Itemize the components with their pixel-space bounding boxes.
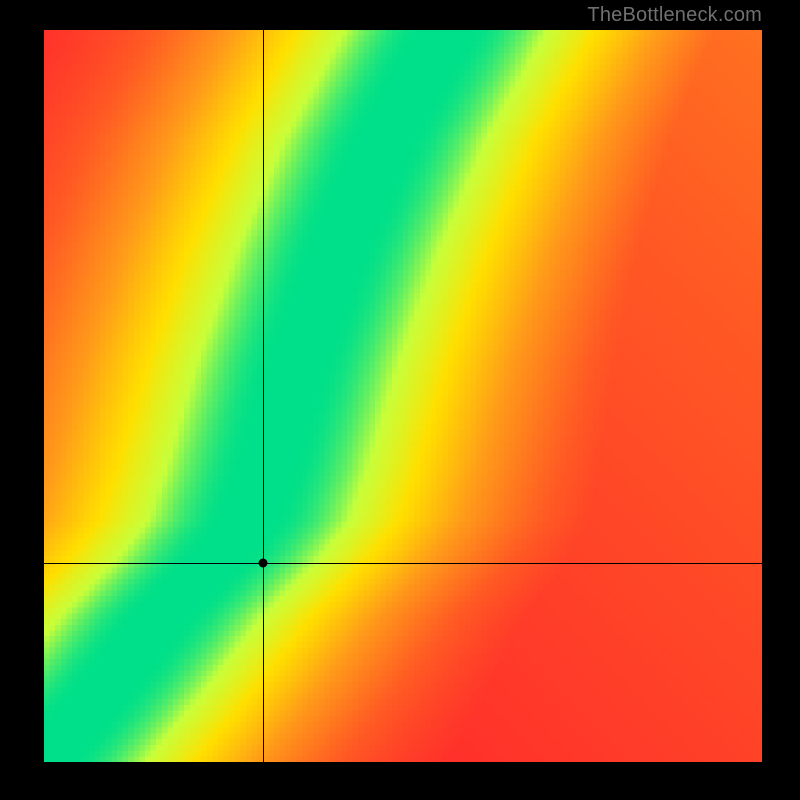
watermark-text: TheBottleneck.com xyxy=(587,4,762,27)
crosshair-vertical xyxy=(263,30,264,762)
heatmap-plot xyxy=(44,30,762,762)
crosshair-marker xyxy=(258,558,267,567)
heatmap-canvas xyxy=(44,30,762,762)
crosshair-horizontal xyxy=(44,563,762,564)
